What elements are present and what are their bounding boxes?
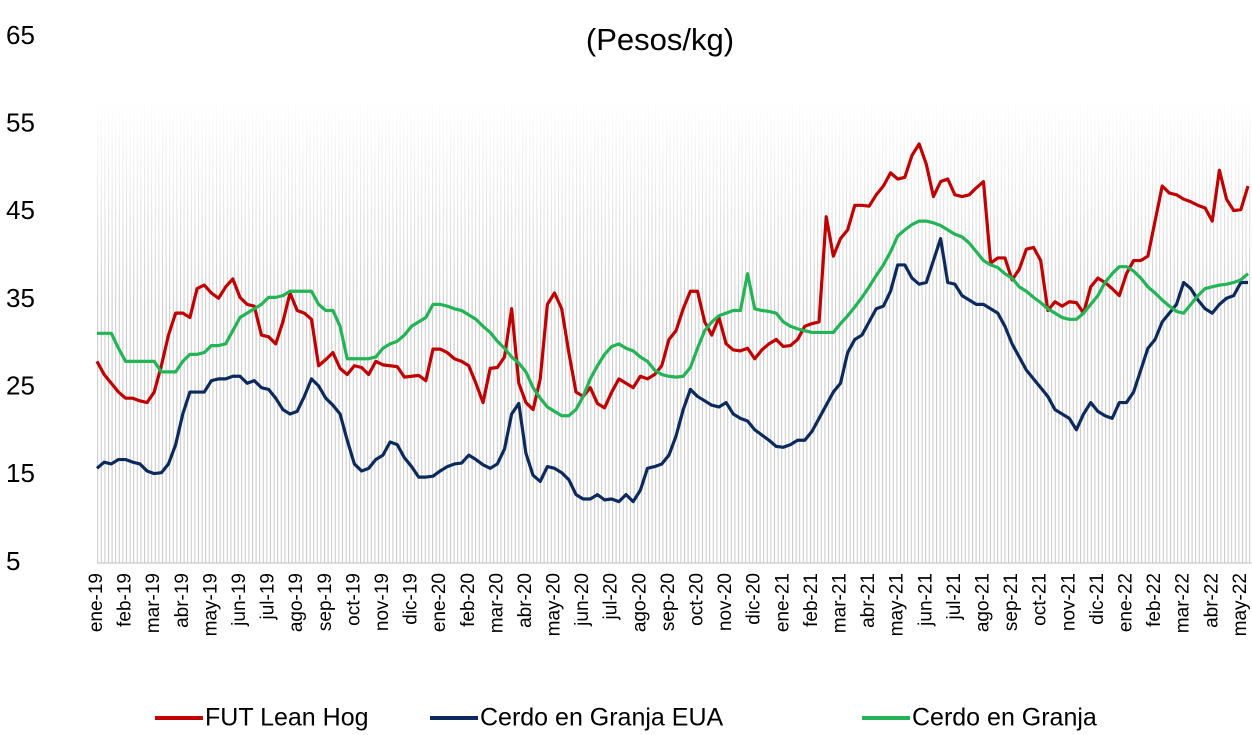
series-line: [95, 142, 1250, 412]
x-tick-label: jun-21: [915, 573, 936, 627]
x-tick-label: dic-21: [1087, 573, 1108, 625]
y-tick-label: 55: [6, 108, 35, 138]
x-tick-label: may-19: [200, 573, 221, 636]
x-tick-label: abr-20: [515, 573, 536, 628]
x-tick-label: feb-21: [801, 573, 822, 627]
series-line: [95, 237, 1248, 504]
series-line: [97, 219, 1250, 418]
x-tick-label: sep-19: [315, 573, 336, 631]
y-tick-label: 15: [6, 458, 35, 488]
x-tick-label: feb-20: [458, 573, 479, 627]
x-tick-label: oct-19: [343, 573, 364, 626]
x-tick-label: jun-20: [572, 573, 593, 627]
x-tick-label: jul-21: [944, 573, 965, 620]
y-tick-label: 65: [6, 20, 35, 50]
x-tick-label: dic-20: [744, 573, 765, 625]
x-tick-label: nov-19: [372, 573, 393, 631]
x-tick-label: ago-21: [973, 573, 994, 632]
x-tick-label: jul-19: [258, 573, 279, 620]
x-tick-label: mar-19: [143, 573, 164, 633]
y-tick-label: 25: [6, 371, 35, 401]
x-tick-label: ene-22: [1115, 573, 1136, 632]
legend-label: Cerdo en Granja: [912, 704, 1097, 732]
legend: FUT Lean Hog Cerdo en Granja EUA Cerdo en …: [155, 704, 1097, 732]
x-tick-label: mar-22: [1173, 573, 1194, 633]
x-tick-label: mar-20: [486, 573, 507, 633]
y-tick-label: 5: [6, 546, 20, 576]
x-tick-label: mar-21: [830, 573, 851, 633]
y-tick-label: 45: [6, 195, 35, 225]
x-tick-label: ene-20: [429, 573, 450, 632]
x-tick-label: ene-19: [86, 573, 107, 632]
x-tick-label: nov-20: [715, 573, 736, 631]
x-tick-label: ene-21: [772, 573, 793, 632]
x-tick-label: feb-22: [1144, 573, 1165, 627]
x-tick-label: oct-21: [1030, 573, 1051, 626]
x-tick-label: may-22: [1230, 573, 1251, 636]
legend-label: FUT Lean Hog: [205, 704, 369, 732]
x-tick-label: abr-22: [1201, 573, 1222, 628]
x-tick-label: ago-19: [286, 573, 307, 632]
x-tick-label: abr-21: [858, 573, 879, 628]
x-tick-label: abr-19: [172, 573, 193, 628]
x-tick-label: jul-20: [601, 573, 622, 620]
x-tick-label: may-21: [887, 573, 908, 636]
legend-label: Cerdo en Granja EUA: [480, 704, 724, 732]
x-tick-label: jun-19: [229, 573, 250, 627]
x-tick-label: sep-21: [1001, 573, 1022, 631]
x-tick-label: oct-20: [687, 573, 708, 626]
x-tick-label: nov-21: [1058, 573, 1079, 631]
x-tick-label: dic-19: [401, 573, 422, 625]
x-tick-label: sep-20: [658, 573, 679, 631]
y-tick-label: 35: [6, 283, 35, 313]
x-tick-label: feb-19: [115, 573, 136, 627]
chart-title: (Pesos/kg): [586, 22, 734, 57]
x-tick-label: may-20: [544, 573, 565, 636]
x-tick-label: ago-20: [629, 573, 650, 632]
